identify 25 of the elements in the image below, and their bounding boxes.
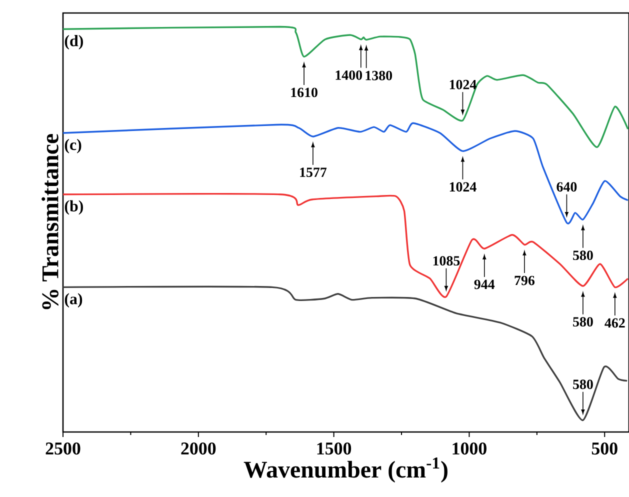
annotation: 1085 xyxy=(433,256,460,266)
annotation: 1024 xyxy=(450,182,476,192)
annotation: 1610 xyxy=(291,88,318,98)
series-label: (d) xyxy=(64,35,83,50)
annotation: 944 xyxy=(474,280,495,290)
annotation: 580 xyxy=(573,380,593,390)
y-axis-title: % Transmittance xyxy=(42,134,58,310)
series-label: (c) xyxy=(64,138,82,154)
annotation: 1380 xyxy=(366,70,392,80)
x-tick-label: 500 xyxy=(592,442,618,455)
annotation: 1024 xyxy=(450,80,476,90)
x-tick-label: 1000 xyxy=(452,442,486,455)
annotation: 1400 xyxy=(336,70,362,80)
x-tick-label: 2000 xyxy=(181,442,216,455)
series-label: (b) xyxy=(64,200,83,215)
x-axis-title: Wavenumber (cm$^{-1}$) xyxy=(244,457,448,483)
annotation: 796 xyxy=(514,276,535,286)
annotation: 580 xyxy=(573,317,593,327)
annotation: 1577 xyxy=(300,168,327,177)
annotation: 580 xyxy=(573,250,593,260)
series-label: (a) xyxy=(64,293,82,308)
x-tick-label: 1500 xyxy=(317,442,352,455)
x-tick-label: 2500 xyxy=(46,442,80,455)
annotation: 640 xyxy=(556,182,577,192)
annotation: 462 xyxy=(604,318,625,328)
